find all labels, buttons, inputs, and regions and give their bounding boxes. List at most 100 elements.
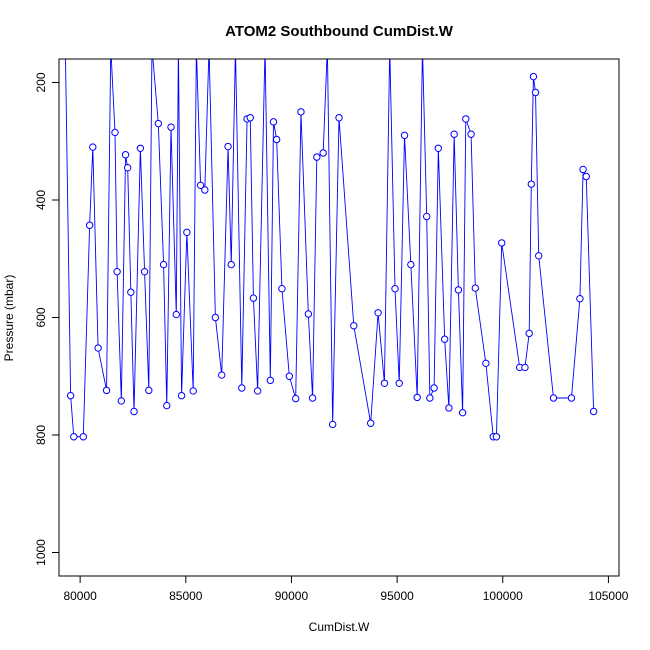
y-axis: 200 400 600 800 1000 [34,72,59,566]
data-point [471,284,479,292]
data-point [272,135,281,144]
data-point [445,404,453,412]
data-point [62,44,68,50]
data-point [426,394,434,402]
y-axis-label: Pressure (mbar) [2,275,16,362]
plot-box [58,58,620,577]
data-point [177,391,186,400]
data-point [262,44,268,50]
data-point [567,394,576,402]
data-point [525,329,533,338]
data-point [232,44,238,50]
data-point [589,407,598,416]
data-point [175,44,181,50]
x-tick-label: 100000 [483,589,523,603]
data-point [117,397,126,405]
data-point [196,181,205,190]
data-point [66,391,75,400]
plot-area [62,44,598,441]
data-point [304,310,313,318]
data-point [189,387,197,395]
data-point [527,180,535,188]
data-point [579,165,587,174]
data-point [193,44,199,50]
data-point [154,119,163,128]
data-point [374,309,382,317]
series-line [65,59,595,438]
data-point [319,149,327,157]
y-tick-label: 200 [34,72,48,92]
data-point [391,285,399,293]
data-point [492,433,501,441]
data-point [291,394,300,403]
data-point [285,372,294,380]
data-point [549,394,558,402]
data-point [127,288,135,296]
data-point [387,44,393,50]
data-point [111,128,119,137]
data-point [434,144,443,153]
data-point [163,401,171,410]
data-point [498,239,506,247]
x-axis: 80000 85000 90000 95000 100000 105000 [63,576,629,603]
data-point [167,123,175,131]
data-point [535,252,543,260]
data-point [367,419,375,427]
x-tick-label: 90000 [275,589,309,603]
data-point [400,131,409,140]
chart-title: ATOM2 Southbound CumDist.W [225,23,454,40]
y-tick-label: 800 [34,425,48,445]
x-axis-label: CumDist.W [309,620,370,634]
data-point [70,433,78,441]
data-point [227,260,235,269]
data-point [380,379,389,387]
data-point [419,44,425,50]
data-point [521,363,529,372]
y-tick-label: 1000 [34,539,48,566]
data-point [308,394,317,402]
data-point [269,118,278,126]
data-point [108,44,114,50]
data-point [462,115,470,123]
data-point [130,407,138,416]
data-point [467,130,475,138]
data-point [253,387,262,395]
data-point [183,228,191,237]
y-tick-label: 600 [34,307,48,327]
y-tick-label: 400 [34,190,48,210]
data-point [430,384,438,392]
data-point [582,172,590,181]
x-tick-label: 85000 [169,589,203,603]
data-point [172,310,180,319]
data-point [113,267,121,276]
data-point [246,114,254,122]
data-point [145,386,153,395]
data-point [149,44,155,50]
data-point [201,186,209,194]
x-tick-label: 95000 [380,589,414,603]
data-point [350,322,358,330]
data-point [313,153,321,161]
data-point [576,295,584,303]
data-point [206,44,212,50]
data-point [529,72,538,81]
data-point [89,143,97,151]
data-point [482,359,490,368]
data-point [224,142,232,151]
data-point [136,144,145,153]
data-point [266,376,275,385]
data-point [531,88,540,97]
data-point [249,294,258,302]
data-point [85,221,94,229]
data-point [407,260,415,269]
data-point [395,379,403,387]
data-point [440,335,449,343]
data-point [450,130,458,138]
data-point [102,386,111,395]
data-point [121,151,130,159]
data-point [79,433,88,441]
data-point [413,393,421,402]
data-point [335,114,343,122]
data-point [159,260,168,269]
